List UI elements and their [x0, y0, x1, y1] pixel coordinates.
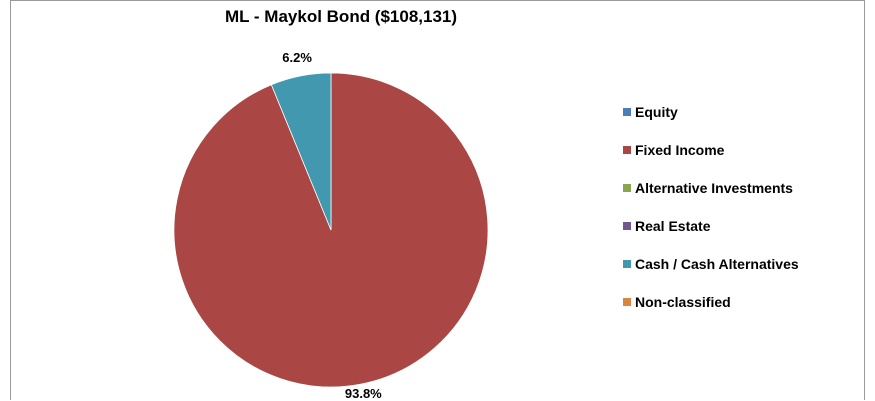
pie-slice-fixed-income	[173, 72, 489, 388]
legend-item-cash: Cash / Cash Alternatives	[623, 245, 863, 283]
legend-swatch-equity	[623, 108, 631, 116]
legend: Equity Fixed Income Alternative Investme…	[623, 93, 863, 321]
pie-slice-cash-cash-alternatives	[270, 72, 332, 231]
legend-label-equity: Equity	[635, 104, 678, 120]
legend-label-non-classified: Non-classified	[635, 294, 731, 310]
legend-swatch-alternative-investments	[623, 184, 631, 192]
legend-swatch-non-classified	[623, 298, 631, 306]
pie-chart	[173, 72, 489, 388]
legend-swatch-real-estate	[623, 222, 631, 230]
data-label-cash: 6.2%	[282, 50, 312, 66]
chart-title: ML - Maykol Bond ($108,131)	[224, 7, 458, 26]
data-label-fixed-income: 93.8%	[344, 385, 382, 401]
legend-label-real-estate: Real Estate	[635, 218, 711, 234]
legend-item-equity: Equity	[623, 93, 863, 131]
legend-item-non-classified: Non-classified	[623, 283, 863, 321]
legend-item-fixed-income: Fixed Income	[623, 131, 863, 169]
chart-area: ML - Maykol Bond ($108,131) 93.8% 6.2% E…	[10, 0, 865, 401]
legend-item-alternative-investments: Alternative Investments	[623, 169, 863, 207]
legend-label-cash: Cash / Cash Alternatives	[635, 256, 799, 272]
legend-swatch-cash	[623, 260, 631, 268]
legend-swatch-fixed-income	[623, 146, 631, 154]
legend-item-real-estate: Real Estate	[623, 207, 863, 245]
legend-label-fixed-income: Fixed Income	[635, 142, 725, 158]
legend-label-alternative-investments: Alternative Investments	[635, 180, 793, 196]
